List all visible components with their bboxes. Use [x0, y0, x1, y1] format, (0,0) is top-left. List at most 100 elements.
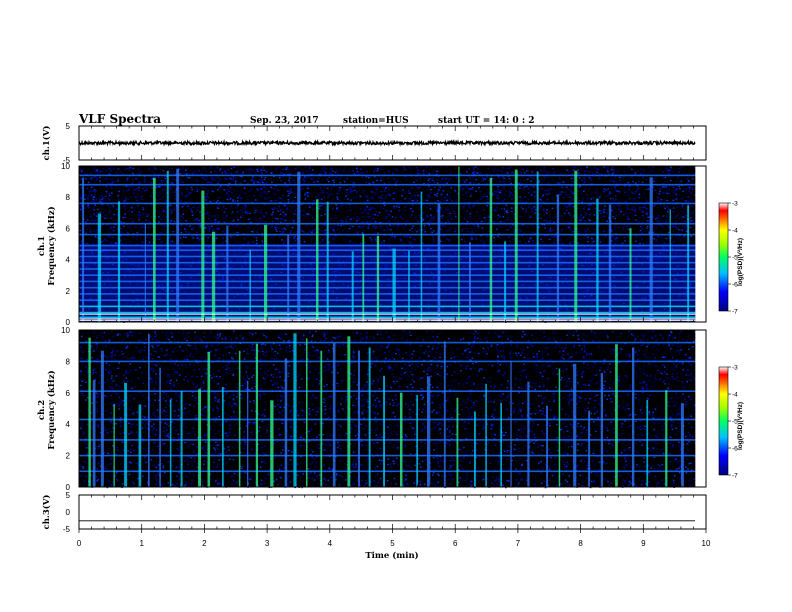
ch1-spectrogram-noise	[363, 208, 366, 210]
ch1-spectrogram-noise	[185, 187, 187, 189]
ch1-spectrogram-noise	[588, 230, 591, 232]
ch1-spectrogram-noise	[677, 173, 680, 176]
ch1-spectrogram-noise	[531, 207, 533, 209]
ch1-spectrogram-noise	[175, 206, 177, 208]
ch1-spectrogram-noise	[93, 195, 96, 197]
ch1-spectrogram-noise	[174, 173, 177, 176]
ch1-spectrogram-noise	[311, 177, 314, 179]
ch1-spectrogram-noise	[358, 217, 361, 219]
ch1-spectrogram-noise	[411, 227, 413, 229]
ch1-spectrogram-noise	[261, 172, 263, 174]
ch1-spectrogram-noise	[337, 172, 339, 175]
ch1-spectrogram-noise	[657, 196, 659, 198]
ch1-spectrogram-noise	[507, 228, 509, 230]
ch1-spectrogram-noise	[655, 213, 657, 215]
ch1-spectrogram-noise	[443, 235, 445, 237]
ch1-spectrogram-noise	[485, 218, 487, 220]
ch1-spectrogram-noise	[544, 170, 546, 172]
ch1-spectrogram-noise	[663, 242, 666, 244]
ch1-spectrogram-noise	[206, 239, 209, 241]
ch1-spectrogram-noise	[93, 189, 96, 191]
ch1-spectrogram-noise	[663, 186, 665, 188]
ch1-spectrogram-noise	[309, 231, 312, 233]
ch1-spectrogram-noise	[245, 200, 248, 202]
ch1-spectrogram-noise	[236, 224, 238, 226]
ch1-spectrogram-noise	[416, 179, 418, 181]
ch1-spectrogram-noise	[180, 215, 183, 218]
ch1-spectrogram-noise	[317, 194, 319, 196]
ch1-spectrogram-noise	[309, 206, 311, 208]
ch1-spectrogram-noise	[630, 208, 633, 211]
ch1-spectrogram-noise	[640, 238, 643, 240]
ch1-spectrogram-noise	[415, 167, 418, 169]
ch1-spectrogram-noise	[316, 180, 319, 183]
ch1-spectrogram-noise	[446, 230, 449, 232]
ch1-spectrogram-noise	[215, 237, 218, 240]
ch1-spectrogram-noise	[550, 187, 552, 190]
ch1-spectrogram-noise	[451, 208, 454, 210]
ch1-spectrogram-noise	[104, 217, 106, 219]
ch1-spectrogram-noise	[459, 188, 461, 190]
ch1-spectrogram-noise	[441, 221, 443, 223]
ch1-spectrogram-noise	[328, 176, 331, 178]
ch1-spectrogram-noise	[332, 198, 334, 201]
ch1-spectrogram-noise	[664, 186, 667, 188]
ch1-spectrogram-noise	[237, 197, 239, 199]
ch1-spectrogram-noise	[587, 209, 589, 211]
ch1-spectrogram-noise	[116, 173, 119, 175]
ch1-spectrogram-noise	[502, 175, 504, 178]
ch1-spectrogram-noise	[641, 211, 643, 213]
ch1-spectrogram-noise	[212, 178, 214, 180]
ch1-spectrogram-noise	[221, 242, 224, 244]
ch1-spectrogram-noise	[512, 229, 515, 231]
ch1-spectrogram-noise	[456, 236, 459, 239]
ch1-spectrogram-noise	[598, 197, 600, 200]
ch1-spectrogram-noise	[237, 219, 239, 221]
ch1-spectrogram-noise	[346, 177, 348, 180]
ch1-spectrogram-noise	[159, 238, 161, 240]
ch1-spectrogram-noise	[185, 228, 187, 230]
ch1-spectrogram-noise	[270, 200, 273, 202]
ch1-spectrogram-noise	[428, 225, 430, 227]
ch1-spectrogram-noise	[361, 172, 364, 174]
ch1-spectrogram-noise	[588, 207, 591, 209]
ch1-spectrogram-noise	[125, 204, 128, 206]
ch1-spectrogram-noise	[362, 226, 365, 228]
ch1-spectrogram-noise	[94, 239, 97, 242]
ch1-spectrogram-noise	[379, 200, 382, 202]
ch1-spectrogram-noise	[571, 235, 574, 237]
ch1-spectrogram-noise	[678, 171, 681, 173]
ch1-spectrogram-noise	[259, 217, 262, 220]
ch1-spectrogram-noise	[346, 172, 349, 175]
ch1-spectrogram-noise	[579, 192, 582, 195]
ch1-spectrogram-noise	[474, 238, 477, 240]
ch1-spectrogram-noise	[442, 190, 445, 192]
ch1-spectrogram-noise	[123, 225, 125, 227]
ch1-spectrogram-noise	[461, 207, 464, 210]
ch1-spectrogram-noise	[631, 168, 633, 170]
ch1-spectrogram-noise	[422, 172, 425, 175]
ch1-spectrogram-noise	[392, 224, 395, 226]
ch1-spectrogram-noise	[643, 193, 645, 195]
ch1-spectrogram-noise	[131, 211, 133, 213]
ch1-spectrogram-noise	[280, 179, 282, 182]
ch1-spectrogram-noise	[583, 177, 585, 179]
ch1-spectrogram-noise	[260, 209, 262, 211]
ch1-spectrogram-noise	[281, 211, 284, 213]
ch1-spectrogram-noise	[668, 226, 670, 228]
ch1-spectrogram-noise	[165, 216, 168, 218]
ch1-spectrogram-noise	[440, 229, 443, 231]
ch1-spectrogram-noise	[462, 208, 465, 211]
ch1-spectrogram-noise	[446, 193, 449, 195]
ch1-spectrogram-noise	[555, 233, 558, 235]
ch1-spectrogram-noise	[237, 224, 239, 226]
ch1-spectrogram-noise	[437, 175, 440, 178]
ch1-spectrogram-noise	[417, 194, 419, 197]
ch1-spectrogram-noise	[221, 172, 224, 174]
ch1-spectrogram-noise	[273, 208, 275, 211]
ch1-spectrogram-noise	[123, 200, 125, 202]
ch1-spectrogram-noise	[534, 192, 537, 194]
ch1-spectrogram-noise	[313, 229, 316, 231]
ch1-spectrogram-noise	[473, 166, 476, 168]
ch1-spectrogram-noise	[657, 220, 660, 222]
